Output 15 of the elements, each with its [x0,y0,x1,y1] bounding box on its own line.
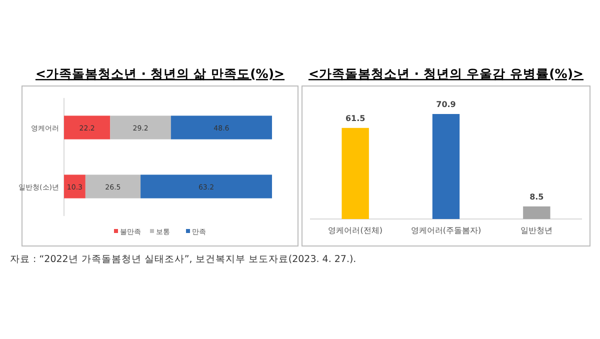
chart-title: <가족돌봄청소년 · 청년의 우울감 유병률(%)> [308,66,584,81]
text: 자료 : “2022년 가족돌봄청년 실태조사”, 보건복지부 보도자료(2023. 4. 27.). [10,254,356,265]
bar [64,116,110,140]
x-tick-label: 일반청년 [520,226,553,235]
data-label: 70.9 [436,100,456,109]
bar [64,174,86,198]
chart-title: <가족돌봄청소년 · 청년의 삶 만족도(%)> [35,66,285,81]
bar [170,116,272,140]
bar [110,116,171,140]
data-label: 61.5 [345,114,366,123]
x-tick-label: 영케어러(전체) [328,226,382,235]
bar [140,174,272,198]
x-tick-label: 영케어러(주돌봄자) [410,226,482,235]
bar [85,174,141,198]
data-label: 8.5 [530,192,544,202]
